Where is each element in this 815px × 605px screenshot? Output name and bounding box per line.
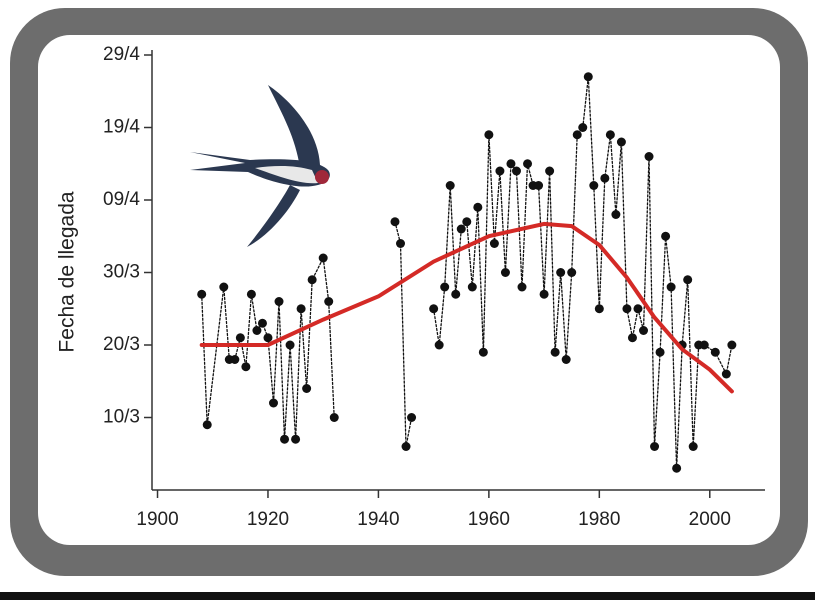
data-point — [451, 289, 461, 299]
data-point — [268, 398, 278, 408]
data-point — [291, 434, 301, 444]
data-point — [202, 420, 212, 430]
data-point — [639, 326, 649, 335]
data-point — [511, 166, 521, 176]
data-point — [594, 304, 604, 314]
y-axis-label: Fecha de llegada — [56, 191, 79, 352]
data-point — [523, 159, 533, 169]
data-point — [627, 333, 637, 343]
data-point — [280, 434, 290, 444]
data-point — [683, 275, 693, 285]
data-point — [235, 333, 245, 343]
data-point — [318, 253, 328, 263]
x-tick-label: 1940 — [357, 509, 399, 530]
data-point — [478, 347, 488, 357]
y-tick-label: 30/3 — [103, 262, 140, 283]
data-point — [302, 384, 312, 393]
data-point — [710, 347, 720, 357]
data-point — [545, 166, 555, 176]
y-tick-label: 19/4 — [103, 117, 140, 138]
swallow — [190, 85, 330, 247]
x-tick-label: 1980 — [578, 509, 620, 530]
data-point — [506, 159, 516, 169]
data-point — [661, 231, 671, 241]
data-point — [274, 297, 284, 306]
data-point — [434, 340, 444, 350]
data-point — [246, 289, 256, 299]
data-point — [440, 282, 450, 292]
data-point — [473, 202, 483, 212]
y-tick-label: 09/4 — [103, 189, 140, 210]
data-point — [329, 413, 339, 422]
data-point — [296, 304, 306, 314]
data-point — [534, 181, 544, 190]
data-point — [688, 442, 698, 451]
data-point — [589, 181, 599, 190]
y-tick-label: 29/4 — [103, 44, 140, 65]
data-point — [500, 268, 510, 277]
data-point — [578, 123, 588, 132]
data-point — [407, 413, 417, 422]
x-tick-label: 1960 — [468, 509, 510, 530]
data-point — [517, 282, 527, 292]
data-point — [699, 340, 709, 350]
data-point — [219, 282, 229, 292]
bottom-bar — [0, 592, 815, 600]
data-point — [230, 355, 240, 364]
data-point — [611, 210, 621, 219]
data-point — [583, 72, 593, 82]
data-point — [429, 304, 439, 314]
data-point — [285, 340, 295, 350]
data-point — [484, 130, 494, 140]
y-tick-label: 10/3 — [103, 407, 140, 428]
data-point — [241, 362, 251, 372]
data-point — [252, 326, 262, 335]
data-point — [655, 347, 665, 357]
data-point — [622, 304, 632, 314]
data-point — [489, 239, 499, 248]
x-tick-label: 1920 — [247, 509, 289, 530]
data-point — [467, 282, 477, 292]
data-point — [650, 442, 660, 451]
data-point — [616, 137, 626, 147]
data-point — [445, 181, 455, 190]
data-point — [550, 347, 560, 357]
data-point — [600, 173, 610, 183]
data-point — [727, 340, 737, 350]
data-point — [567, 268, 577, 277]
data-point — [401, 442, 411, 451]
data-point — [556, 268, 566, 277]
data-point — [462, 217, 472, 227]
trend-line — [199, 221, 734, 394]
panel — [38, 35, 780, 545]
data-point — [666, 282, 676, 292]
data-point — [633, 304, 643, 314]
data-point — [539, 289, 549, 299]
data-point — [561, 355, 571, 364]
x-tick-label: 2000 — [689, 509, 731, 530]
data-point — [396, 239, 406, 248]
data-point — [197, 289, 207, 299]
x-tick-label: 1900 — [136, 509, 178, 530]
data-point — [456, 224, 466, 234]
data-point — [572, 130, 582, 140]
y-tick-label: 20/3 — [103, 334, 140, 355]
data-point — [672, 463, 682, 473]
data-point — [390, 217, 400, 227]
data-point — [644, 152, 654, 161]
data-point — [605, 130, 615, 140]
data-point — [263, 333, 273, 343]
data-point — [495, 166, 505, 176]
data-point — [257, 318, 267, 328]
data-point — [721, 369, 731, 379]
data-point — [324, 297, 334, 306]
data-point — [307, 275, 317, 285]
